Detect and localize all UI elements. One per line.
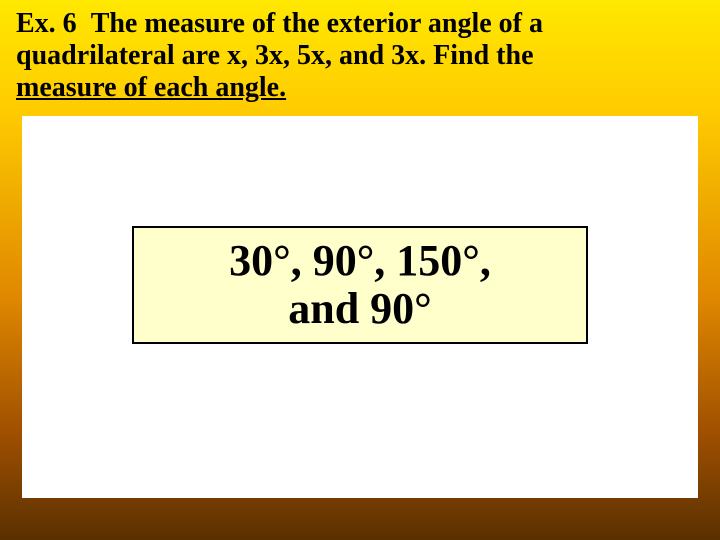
slide: Ex. 6 The measure of the exterior angle … [0, 0, 720, 540]
question-prefix: Ex. 6 [16, 8, 77, 39]
question-text: Ex. 6 The measure of the exterior angle … [16, 8, 704, 105]
answer-line2: and 90° [288, 284, 432, 333]
question-line3: measure of each angle. [16, 72, 286, 103]
answer-text: 30°, 90°, 150°, and 90° [229, 237, 491, 334]
question-line2: quadrilateral are x, 3x, 5x, and 3x. Fin… [16, 40, 534, 71]
question-line1: The measure of the exterior angle of a [91, 8, 543, 39]
answer-line1: 30°, 90°, 150°, [229, 236, 491, 285]
answer-box: 30°, 90°, 150°, and 90° [132, 226, 588, 344]
